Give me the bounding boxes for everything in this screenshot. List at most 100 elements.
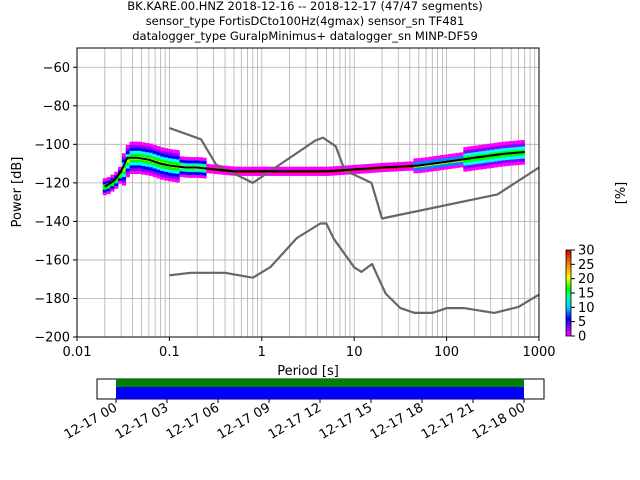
series-line-2 — [169, 222, 540, 314]
density-cell — [129, 164, 134, 169]
density-cell — [352, 164, 357, 169]
density-cell — [194, 171, 199, 175]
density-cell — [202, 172, 207, 176]
density-cell — [179, 167, 184, 172]
density-cell — [417, 160, 422, 165]
density-cell — [110, 177, 115, 181]
plot-frame — [76, 47, 540, 338]
density-cell — [428, 165, 433, 169]
density-cell — [194, 157, 199, 161]
density-cell — [486, 149, 491, 154]
density-cell — [517, 149, 522, 153]
density-cell — [171, 152, 176, 156]
density-cell — [501, 153, 506, 158]
density-cell — [336, 165, 341, 170]
density-cell — [171, 158, 176, 162]
density-cell — [467, 152, 472, 157]
density-cell — [474, 148, 479, 152]
density-cell — [467, 161, 472, 166]
density-cell — [160, 147, 165, 151]
colorbar-tick-label: 15 — [578, 287, 595, 302]
density-cell — [478, 150, 483, 155]
colorbar-tick-label: 30 — [578, 244, 595, 259]
density-cell — [118, 177, 123, 182]
density-cell — [390, 168, 395, 172]
density-cell — [156, 151, 161, 156]
density-cell — [110, 185, 115, 189]
density-cell — [213, 170, 219, 175]
density-cell — [298, 172, 303, 176]
density-cell — [275, 172, 280, 176]
density-cell — [486, 165, 491, 169]
density-cell — [164, 168, 169, 172]
density-cell — [447, 162, 453, 167]
density-cell — [121, 179, 127, 183]
density-cell — [121, 170, 127, 175]
density-cell — [378, 163, 384, 167]
y-tick-label: −200 — [34, 331, 70, 346]
density-cell — [252, 166, 257, 171]
density-cell — [482, 165, 487, 170]
density-cell — [440, 166, 445, 171]
y-tick-label: −60 — [43, 61, 70, 76]
density-cell — [509, 153, 514, 157]
density-cell — [497, 148, 502, 152]
density-cell — [141, 165, 146, 169]
density-cell — [106, 190, 111, 195]
density-cell — [421, 166, 426, 170]
density-cell — [187, 168, 192, 173]
density-cell — [156, 148, 161, 153]
density-cell — [167, 151, 173, 156]
density-cell — [121, 159, 127, 163]
density-cell — [137, 158, 142, 163]
density-cell — [202, 163, 207, 167]
density-cell — [344, 171, 349, 175]
density-cell — [217, 170, 222, 175]
density-cell — [106, 185, 111, 189]
density-cell — [148, 155, 153, 159]
density-cell — [164, 177, 169, 181]
density-cell — [171, 178, 176, 182]
density-cell — [486, 146, 491, 151]
density-cell — [474, 145, 479, 149]
density-cell — [494, 154, 499, 159]
density-cell — [152, 162, 157, 166]
density-cell — [474, 154, 479, 158]
density-cell — [302, 172, 307, 176]
x-tick-label: 1000 — [522, 345, 555, 360]
density-cell — [152, 165, 157, 169]
density-cell — [125, 173, 130, 178]
y-axis-label: Power [dB] — [10, 157, 25, 228]
density-cell — [386, 168, 391, 172]
density-cell — [444, 154, 449, 158]
density-cell — [283, 172, 288, 176]
density-cell — [294, 172, 299, 176]
density-cell — [513, 143, 518, 148]
density-cell — [494, 163, 499, 168]
density-cell — [187, 171, 192, 175]
density-cell — [125, 159, 130, 163]
density-cell — [121, 182, 127, 186]
density-cell — [164, 159, 169, 164]
density-cell — [490, 158, 495, 162]
density-cell — [463, 156, 468, 160]
density-cell — [179, 173, 184, 178]
density-cell — [513, 149, 518, 154]
density-cell — [121, 176, 127, 180]
density-cell — [183, 171, 188, 175]
density-cell — [340, 171, 345, 175]
density-cell — [432, 158, 437, 163]
density-cell — [148, 146, 153, 150]
density-cell — [148, 143, 153, 148]
density-cell — [505, 150, 510, 154]
density-cell — [417, 169, 422, 174]
density-cell — [467, 149, 472, 153]
density-cell — [283, 166, 288, 171]
density-cell — [470, 164, 476, 168]
density-cell — [286, 172, 292, 176]
density-cell — [478, 157, 483, 161]
density-cell — [152, 144, 157, 149]
density-cell — [148, 152, 153, 156]
density-cell — [432, 167, 437, 172]
